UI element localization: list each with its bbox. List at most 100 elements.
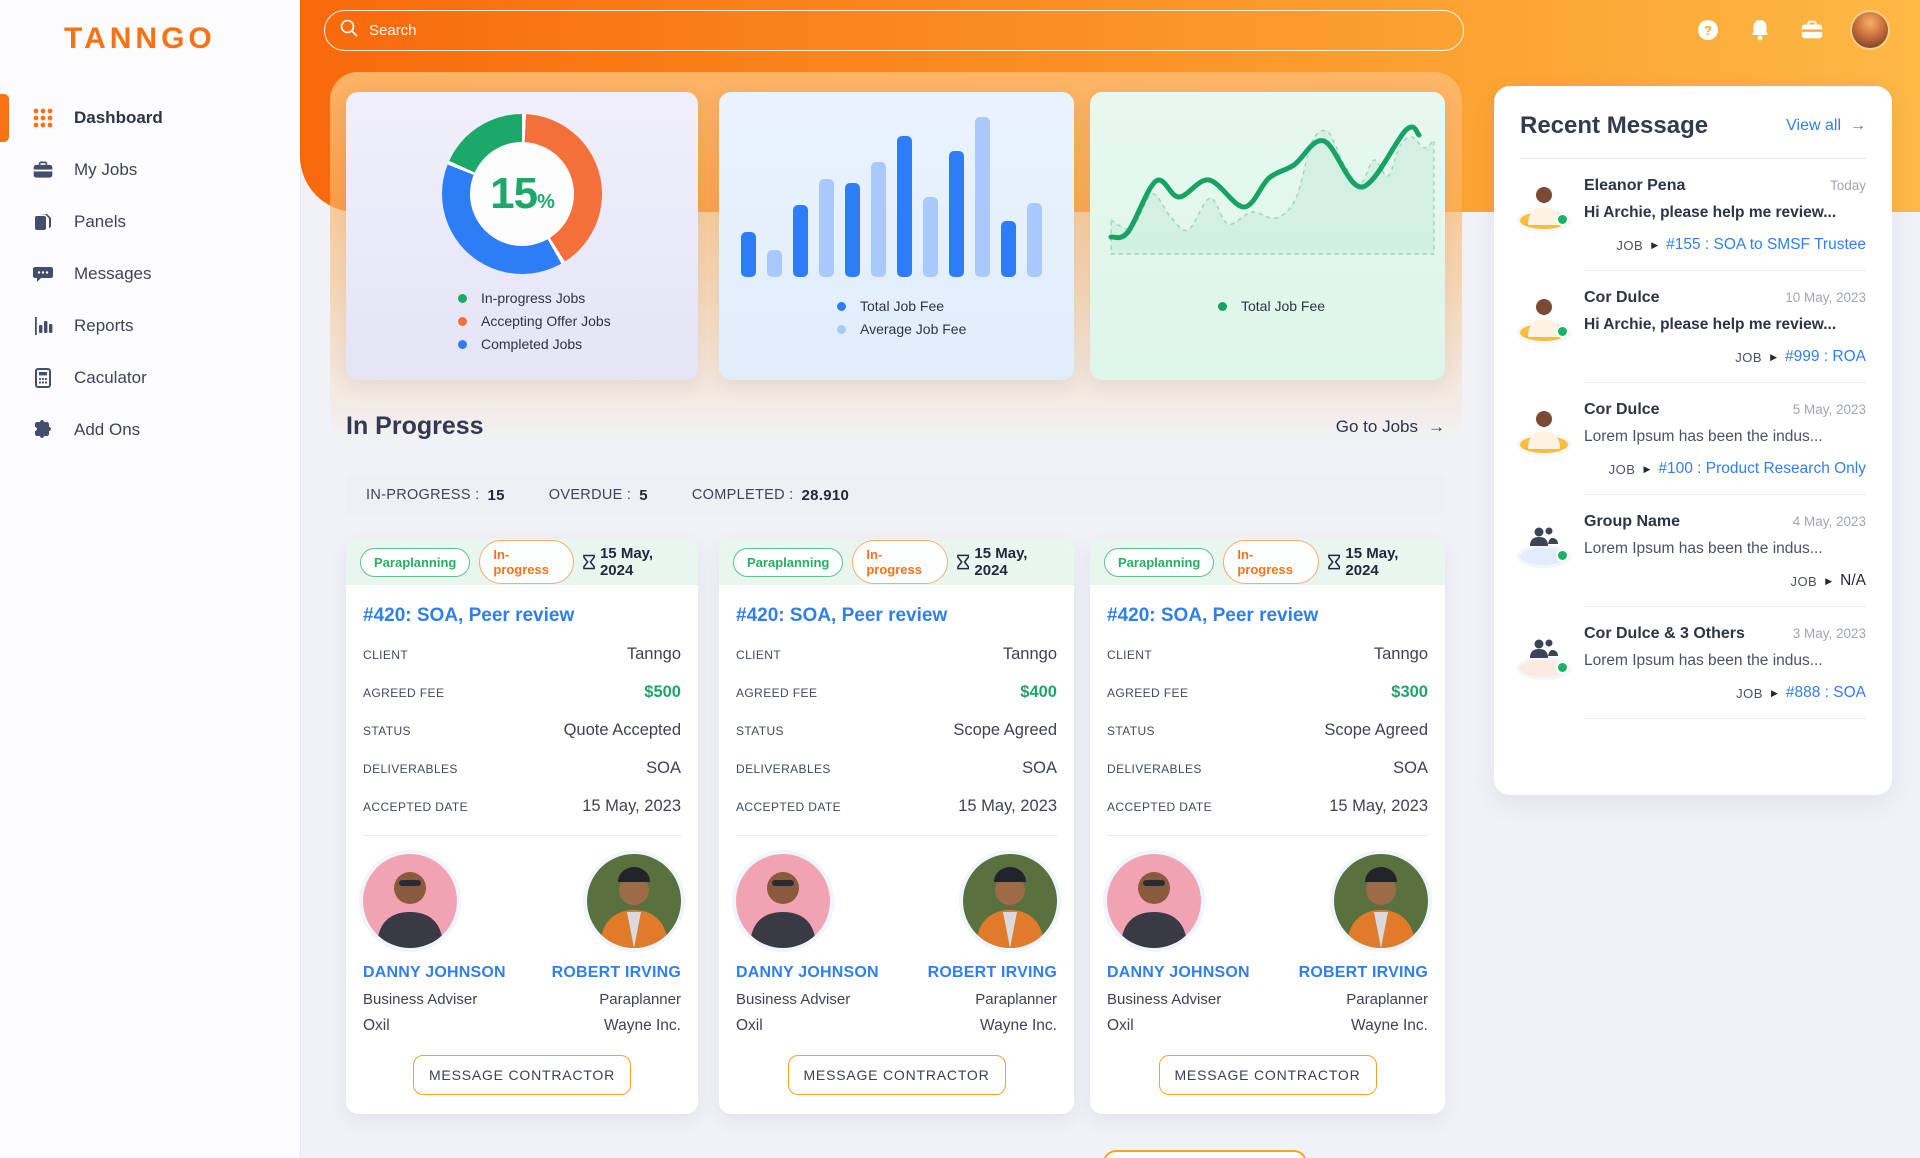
message-list-item[interactable]: Cor Dulce & 3 Others 3 May, 2023 Lorem I… <box>1520 607 1866 719</box>
message-list-item[interactable]: Eleanor Pena Today Hi Archie, please hel… <box>1520 159 1866 271</box>
sidebar-item-label: Reports <box>74 316 134 335</box>
sender-name: Cor Dulce & 3 Others <box>1584 625 1745 642</box>
user-avatar[interactable] <box>1852 12 1888 48</box>
fee-value: $300 <box>1391 683 1428 701</box>
view-all-link[interactable]: View all → <box>1786 117 1866 134</box>
search-input[interactable] <box>369 22 1449 39</box>
user-avatar <box>1520 289 1569 341</box>
message-contractor-button[interactable]: MESSAGE CONTRACTOR <box>787 1055 1006 1095</box>
job-ref-link[interactable]: #100 : Product Research Only <box>1658 460 1866 477</box>
job-ref-link[interactable]: #155 : SOA to SMSF Trustee <box>1666 236 1866 253</box>
stat-overdue: OVERDUE :5 <box>548 486 648 504</box>
job-title-link[interactable]: #420: SOA, Peer review <box>736 605 948 626</box>
bar-total-job-fee <box>949 151 964 277</box>
contractor-left: DANNY JOHNSON Business Adviser Oxil <box>736 854 893 1035</box>
deliverables-value: SOA <box>1022 759 1057 777</box>
job-ref-link[interactable]: #888 : SOA <box>1785 684 1866 701</box>
avatar-danny <box>736 854 830 948</box>
message-list-item[interactable]: Cor Dulce 10 May, 2023 Hi Archie, please… <box>1520 271 1866 383</box>
divider <box>1584 606 1866 607</box>
message-list-item[interactable]: Group Name 4 May, 2023 Lorem Ipsum has b… <box>1520 495 1866 607</box>
bar-average-job-fee <box>975 117 990 277</box>
contractors: DANNY JOHNSON Business Adviser Oxil ROBE… <box>1107 854 1428 1035</box>
sender-name: Cor Dulce <box>1584 289 1660 306</box>
legend-item: In-progress Jobs <box>458 290 611 306</box>
online-status-dot <box>1556 213 1569 226</box>
divider <box>1584 270 1866 271</box>
category-badge: Paraplanning <box>360 547 471 577</box>
job-card-header: Paraplanning In-progress 15 May, 2024 <box>346 539 698 585</box>
contractor-name-link[interactable]: ROBERT IRVING <box>927 964 1057 981</box>
category-badge: Paraplanning <box>733 547 844 577</box>
bar-legend: Total Job Fee Average Job Fee <box>837 298 966 344</box>
legend-dot-line <box>1218 301 1227 311</box>
legend-dot-blue <box>458 339 467 349</box>
bar-average-job-fee <box>819 179 834 277</box>
sidebar-item-reports[interactable]: Reports <box>0 300 300 352</box>
contractor-name-link[interactable]: ROBERT IRVING <box>551 964 681 981</box>
line-legend: Total Job Fee <box>1218 298 1325 321</box>
sidebar-item-messages[interactable]: Messages <box>0 248 300 300</box>
help-icon[interactable]: ? <box>1696 18 1720 42</box>
client-value: Tanngo <box>1002 645 1057 663</box>
donut-center: 15% <box>470 142 574 246</box>
job-reference: JOB ▶ #100 : Product Research Only <box>1608 460 1866 477</box>
due-date: 15 May, 2024 <box>957 545 1060 579</box>
job-card-header: Paraplanning In-progress 15 May, 2024 <box>719 539 1074 585</box>
message-contractor-button[interactable]: MESSAGE CONTRACTOR <box>1158 1055 1377 1095</box>
total-fee-line-card: Total Job Fee <box>1090 92 1445 380</box>
load-more-button-partial[interactable] <box>1103 1150 1307 1158</box>
fee-value: $400 <box>1020 683 1057 701</box>
deliverables-value: SOA <box>646 759 681 777</box>
panel-title: Recent Message <box>1520 112 1709 139</box>
client-value: Tanngo <box>626 645 681 663</box>
message-list-item[interactable]: Cor Dulce 5 May, 2023 Lorem Ipsum has be… <box>1520 383 1866 495</box>
legend-dot-orange <box>458 316 467 326</box>
message-preview: Hi Archie, please help me review... <box>1584 316 1837 333</box>
search-icon <box>339 18 359 43</box>
jobs-donut-chart: 15% <box>442 114 602 274</box>
recent-messages-panel: Recent Message View all → Eleanor Pena T… <box>1494 86 1892 795</box>
divider <box>363 835 681 836</box>
job-details: CLIENT Tanngo AGREED FEE $300 STATUS Scope … <box>1107 645 1428 815</box>
sidebar-item-add-ons[interactable]: Add Ons <box>0 404 300 456</box>
message-preview: Lorem Ipsum has been the indus... <box>1584 540 1823 557</box>
accepted-date-value: 15 May, 2023 <box>582 797 681 815</box>
donut-legend: In-progress Jobs Accepting Offer Jobs Co… <box>458 290 611 359</box>
contractor-name-link[interactable]: ROBERT IRVING <box>1298 964 1428 981</box>
contractor-name-link[interactable]: DANNY JOHNSON <box>736 964 879 981</box>
message-date: Today <box>1829 178 1866 193</box>
contractor-name-link[interactable]: DANNY JOHNSON <box>363 964 506 981</box>
legend-item: Average Job Fee <box>837 321 966 337</box>
sidebar: TANNGO Dashboard My Jobs Panels <box>0 0 300 1158</box>
search-bar[interactable] <box>324 10 1464 51</box>
contractor-left: DANNY JOHNSON Business Adviser Oxil <box>1107 854 1264 1035</box>
sidebar-item-panels[interactable]: Panels <box>0 196 300 248</box>
sidebar-item-label: Messages <box>74 264 152 283</box>
user-avatar <box>1520 177 1569 229</box>
contractor-right: ROBERT IRVING Paraplanner Wayne Inc. <box>1271 854 1428 1035</box>
sidebar-item-label: Add Ons <box>74 420 141 439</box>
job-reference: JOB ▶ #888 : SOA <box>1736 684 1866 701</box>
bar-average-job-fee <box>923 197 938 277</box>
sidebar-item-dashboard[interactable]: Dashboard <box>0 92 300 144</box>
sidebar-item-label: Panels <box>74 212 126 231</box>
sidebar-item-label: My Jobs <box>74 160 138 179</box>
bar-total-job-fee <box>845 183 860 277</box>
job-ref-link[interactable]: #999 : ROA <box>1785 348 1866 365</box>
donut-percent-value: 15 <box>490 169 538 218</box>
sidebar-item-calculator[interactable]: Caculator <box>0 352 300 404</box>
job-reference: JOB ▶ #155 : SOA to SMSF Trustee <box>1616 236 1866 253</box>
go-to-jobs-link[interactable]: Go to Jobs → <box>1335 416 1445 436</box>
contractor-name-link[interactable]: DANNY JOHNSON <box>1107 964 1250 981</box>
bell-icon[interactable] <box>1748 18 1772 42</box>
job-title-link[interactable]: #420: SOA, Peer review <box>1107 605 1319 626</box>
job-title-link[interactable]: #420: SOA, Peer review <box>363 605 575 626</box>
message-preview: Lorem Ipsum has been the indus... <box>1584 652 1823 669</box>
message-contractor-button[interactable]: MESSAGE CONTRACTOR <box>413 1055 631 1095</box>
arrow-right-icon: → <box>1428 417 1445 436</box>
hourglass-icon <box>583 554 595 570</box>
page-section-title: In Progress <box>346 412 484 440</box>
sidebar-item-my-jobs[interactable]: My Jobs <box>0 144 300 196</box>
briefcase-icon[interactable] <box>1800 18 1824 42</box>
